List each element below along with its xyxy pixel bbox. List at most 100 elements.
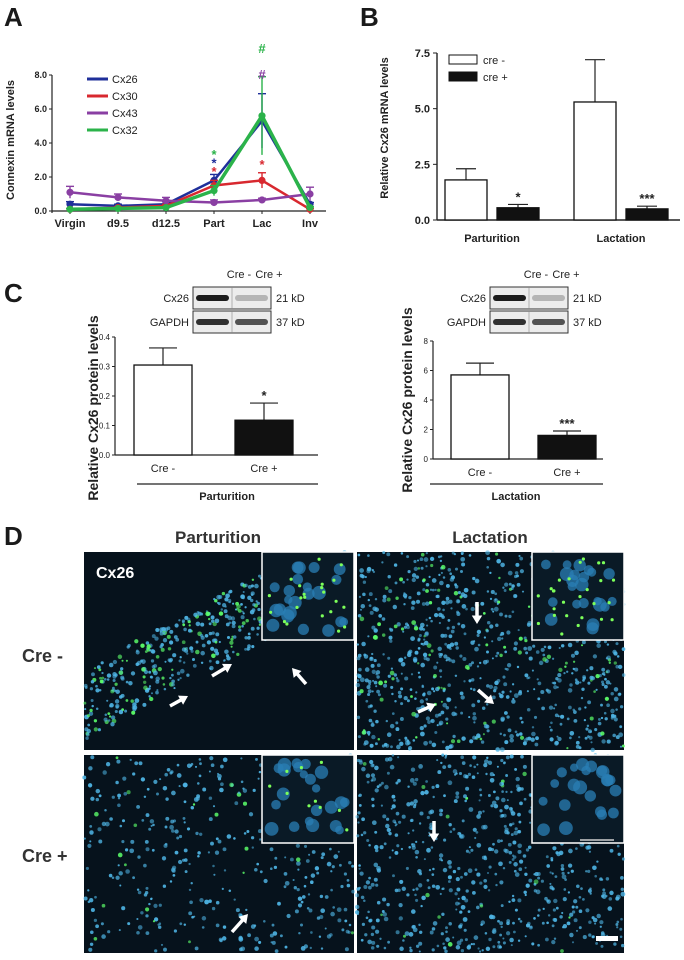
nucleus-dot [445,745,450,751]
nucleus-dot [443,946,447,950]
nucleus-dot [470,942,473,946]
nucleus-dot [602,888,606,892]
nucleus-dot [509,734,514,739]
nucleus-dot [155,690,159,695]
nucleus-dot [460,711,464,715]
arrow-head [178,695,188,705]
nucleus-dot [519,569,524,574]
nucleus-dot [112,678,116,683]
nucleus-dot [336,907,342,913]
nucleus-dot [316,916,321,920]
nucleus-dot [580,696,584,700]
nucleus-dot [108,873,113,878]
nucleus-dot [581,640,586,645]
nucleus-dot [182,816,186,820]
nucleus-dot [183,848,188,853]
nucleus-dot [410,767,416,772]
nucleus-dot [511,858,515,861]
nucleus-dot [273,865,278,870]
nucleus-dot [120,676,125,681]
nucleus-dot [368,718,373,723]
nucleus-dot [436,594,440,599]
nucleus-dot [172,874,176,877]
nucleus-dot [107,930,111,934]
nucleus-dot [460,755,465,760]
nucleus-dot [112,659,118,665]
nucleus-dot [364,667,370,672]
nucleus-dot [355,893,359,898]
nucleus-dot [514,571,519,575]
nucleus-dot [87,723,91,727]
nucleus-dot [374,844,379,850]
nucleus-dot [222,659,226,662]
nucleus-dot [371,690,374,693]
inset-nucleus [308,562,320,573]
cx26-signal-dot [83,701,87,705]
cx26-signal-dot [437,588,441,592]
nucleus-dot [90,930,94,935]
nucleus-dot [603,711,607,715]
nucleus-dot [358,803,362,807]
nucleus-dot [524,866,527,869]
nucleus-dot [588,850,591,853]
nucleus-dot [226,635,231,640]
nucleus-dot [486,684,490,688]
inset-cx26-dot [267,594,271,598]
nucleus-dot [522,854,527,858]
nucleus-dot [228,889,232,892]
nucleus-dot [199,832,203,836]
cx26-signal-dot [399,577,404,582]
nucleus-dot [468,846,471,849]
nucleus-dot [465,889,469,893]
chart-c2-xlabel: Lactation [492,491,541,503]
arrow-head [238,914,248,924]
chartC1-significance: * [261,388,267,403]
nucleus-dot [531,731,536,737]
nucleus-dot [83,837,86,840]
cx26-signal-dot [89,708,93,713]
nucleus-dot [496,602,499,605]
nucleus-dot [493,689,497,693]
nucleus-dot [213,597,216,601]
nucleus-dot [141,819,145,822]
nucleus-dot [511,699,516,704]
nucleus-dot [148,687,151,690]
nucleus-dot [370,773,376,778]
nucleus-dot [479,677,482,680]
nucleus-dot [395,677,399,680]
cx26-signal-dot [167,647,172,651]
nucleus-dot [464,898,469,903]
nucleus-dot [508,860,512,864]
nucleus-dot [596,643,601,648]
nucleus-dot [115,705,119,709]
nucleus-dot [188,911,193,916]
nucleus-dot [388,856,392,859]
nucleus-dot [372,679,375,682]
chart-a-point [114,204,122,213]
nucleus-dot [440,761,443,765]
nucleus-dot [439,580,444,586]
nucleus-dot [464,938,468,942]
nucleus-dot [472,576,476,581]
nucleus-dot [430,619,433,623]
nucleus-dot [130,839,135,844]
nucleus-dot [120,667,124,671]
nucleus-dot [215,900,220,905]
nucleus-dot [504,582,509,587]
nucleus-dot [188,862,191,866]
nucleus-dot [181,647,187,652]
nucleus-dot [418,633,422,638]
nucleus-dot [519,716,523,720]
chart-a-point [210,198,218,207]
nucleus-dot [560,867,565,871]
chart-b-category-label: Parturition [464,233,520,245]
nucleus-dot [494,598,497,601]
nucleus-dot [455,901,460,906]
nucleus-dot [553,898,558,904]
nucleus-dot [527,646,533,651]
chart-a-point [162,204,170,212]
chart-a-point [162,197,170,205]
nucleus-dot [136,917,139,921]
